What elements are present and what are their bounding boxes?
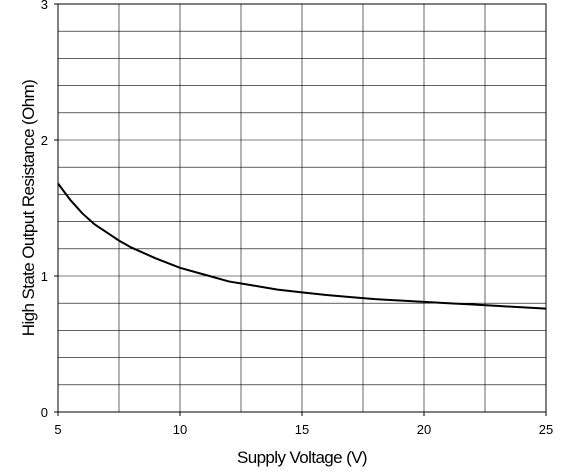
y-tick-label: 1 xyxy=(41,269,48,284)
y-tick-label: 3 xyxy=(41,0,48,12)
y-tick-label: 0 xyxy=(41,405,48,420)
y-axis-label: High State Output Resistance (Ohm) xyxy=(19,80,38,336)
x-tick-label: 10 xyxy=(173,422,187,437)
x-tick-label: 20 xyxy=(417,422,431,437)
x-tick-label: 15 xyxy=(295,422,309,437)
ticks: 5 10 15 20 25 0 1 2 3 xyxy=(41,0,553,437)
series-line xyxy=(57,182,547,310)
x-tick-label: 25 xyxy=(539,422,553,437)
x-axis-label: Supply Voltage (V) xyxy=(237,448,367,467)
grid xyxy=(58,4,546,412)
x-tick-label: 5 xyxy=(54,422,61,437)
y-tick-label: 2 xyxy=(41,133,48,148)
